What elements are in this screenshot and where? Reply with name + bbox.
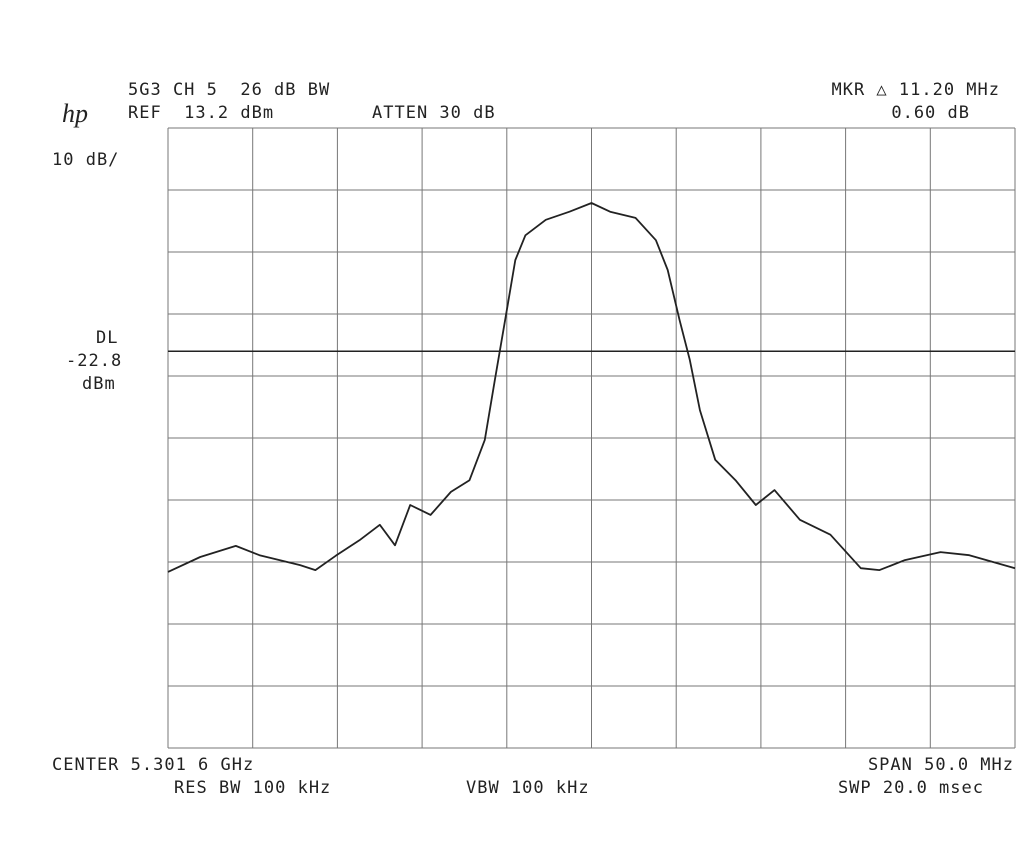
title: 5G3 CH 5 26 dB BW xyxy=(128,80,331,100)
ref-level: REF 13.2 dBm xyxy=(128,103,275,123)
dl-unit: dBm xyxy=(82,374,116,394)
dl-value: -22.8 xyxy=(66,351,123,371)
attenuation: ATTEN 30 dB xyxy=(372,103,496,123)
trace xyxy=(167,202,1016,573)
vbw: VBW 100 kHz xyxy=(466,778,590,798)
center: CENTER 5.301 6 GHz xyxy=(52,755,255,775)
span: SPAN 50.0 MHz xyxy=(867,755,1014,775)
scale: 10 dB/ xyxy=(52,150,120,170)
sweep: SWP 20.0 msec xyxy=(837,778,984,798)
res-bw: RES BW 100 kHz xyxy=(174,778,332,798)
logo: hp xyxy=(62,99,88,128)
marker-delta: 0.60 dB xyxy=(891,103,970,123)
marker: MKR △ 11.20 MHz xyxy=(831,80,1000,100)
dl-label: DL xyxy=(96,328,119,348)
